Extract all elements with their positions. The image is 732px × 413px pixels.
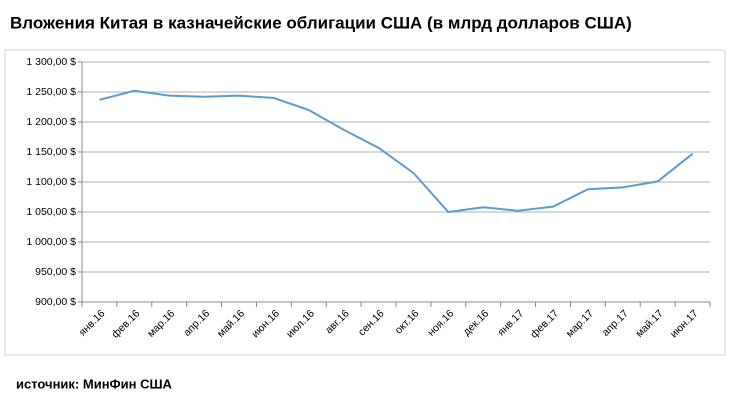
x-tick-label: июл.16 (284, 307, 317, 340)
y-tick-label: 900,00 $ (35, 296, 76, 308)
x-tick-label: май.16 (215, 307, 247, 339)
y-tick-label: 1 000,00 $ (26, 236, 76, 248)
x-tick-label: мар.16 (145, 307, 177, 339)
x-tick-label: апр.16 (181, 307, 212, 338)
x-tick-label: окт.16 (393, 307, 422, 336)
x-tick-label: фев.16 (109, 307, 142, 340)
x-tick-label: июн.16 (249, 307, 282, 340)
x-tick-label: июн.17 (668, 307, 701, 340)
x-tick-label: фев.17 (528, 307, 561, 340)
y-tick-label: 1 050,00 $ (26, 206, 76, 218)
chart-frame (4, 49, 726, 356)
x-tick-label: сен.16 (356, 308, 387, 339)
chart-title: Вложения Китая в казначейские облигации … (10, 13, 632, 32)
x-tick-label: ноя.16 (425, 307, 456, 338)
y-tick-label: 950,00 $ (35, 266, 76, 278)
x-tick-label: янв.17 (495, 307, 526, 338)
x-tick-label: авг.16 (323, 307, 352, 336)
x-tick-label: май.17 (634, 307, 666, 339)
y-tick-label: 1 300,00 $ (26, 56, 76, 68)
y-tick-label: 1 250,00 $ (26, 86, 76, 98)
x-tick-label: янв.16 (77, 307, 108, 338)
data-line (99, 89, 694, 214)
x-tick-label: апр.17 (600, 307, 631, 338)
x-tick-label: мар.17 (564, 307, 596, 339)
source-note: источник: МинФин США (16, 376, 173, 391)
y-tick-label: 1 150,00 $ (26, 146, 76, 158)
x-tick-label: дек.16 (461, 308, 492, 339)
y-tick-label: 1 200,00 $ (26, 116, 76, 128)
y-tick-label: 1 100,00 $ (26, 176, 76, 188)
